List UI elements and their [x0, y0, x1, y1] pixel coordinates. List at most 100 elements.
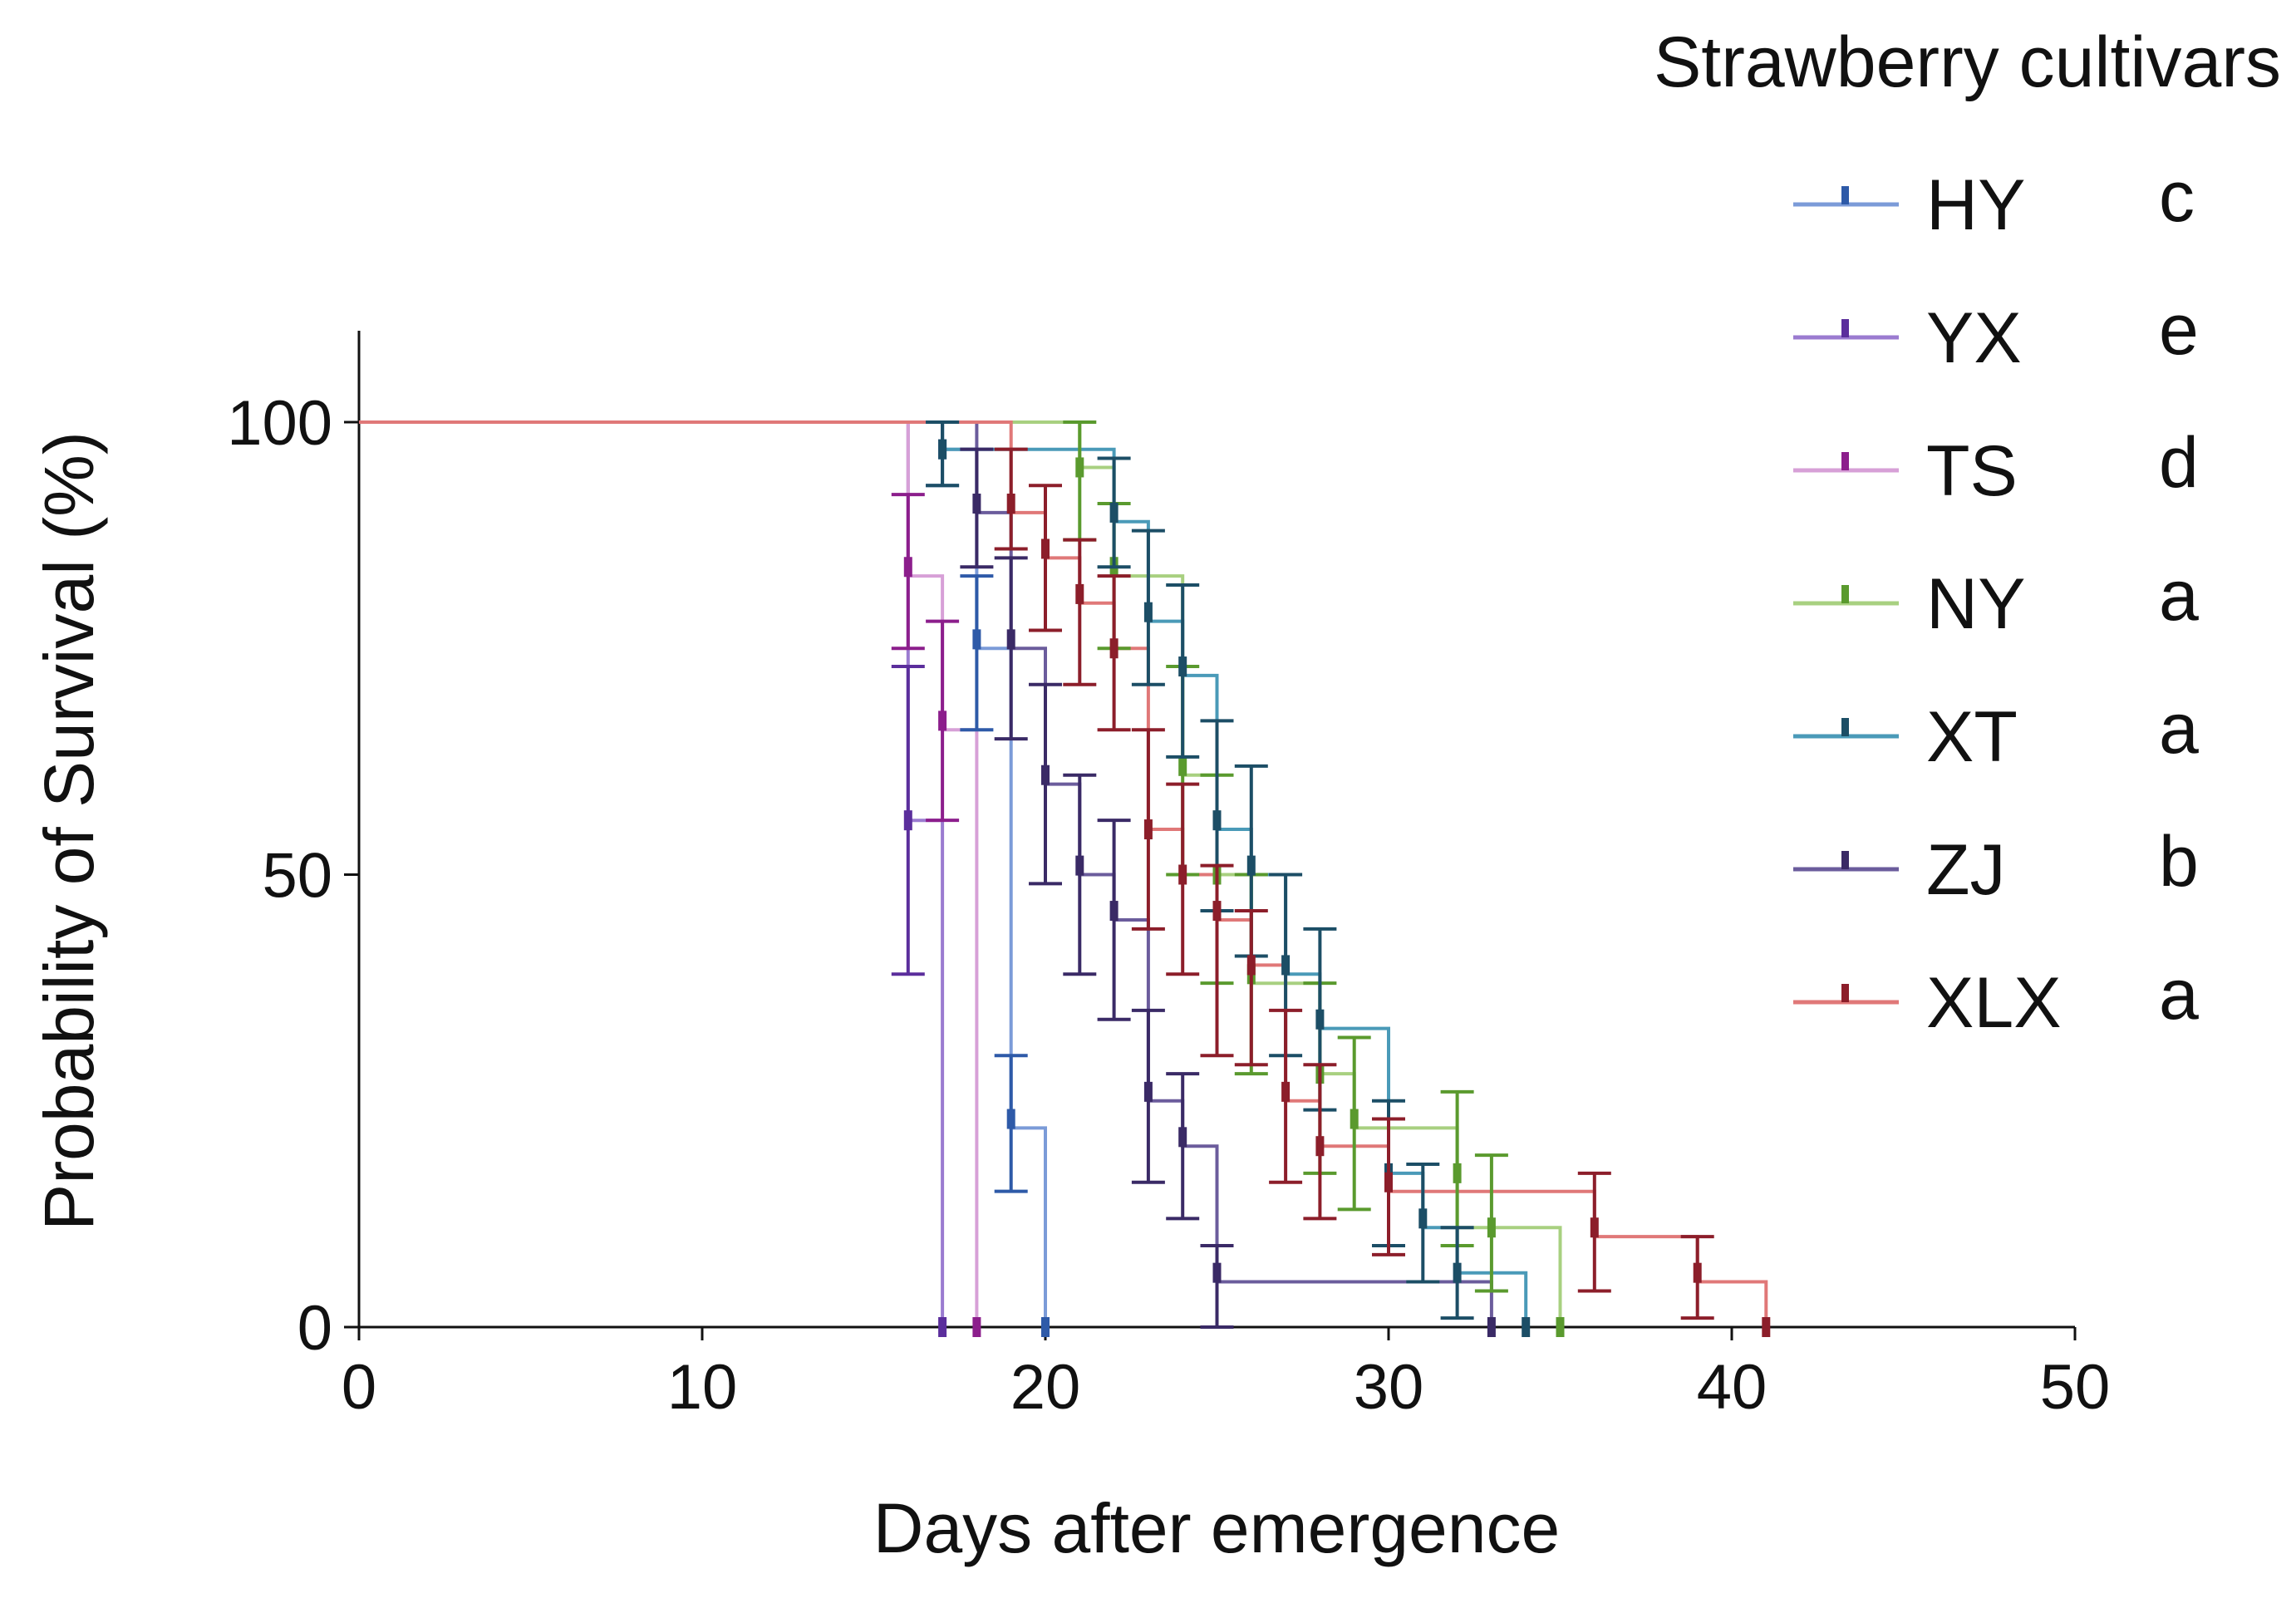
censor-mark	[1110, 901, 1119, 921]
legend-item-ny: NY a	[1793, 556, 2199, 644]
curve-ny	[359, 422, 1561, 1327]
censor-mark	[1247, 856, 1256, 876]
legend-censor-mark	[1841, 851, 1849, 869]
y-tick-label: 50	[262, 841, 332, 912]
censor-mark	[1007, 629, 1015, 649]
censor-mark	[1144, 602, 1153, 622]
legend-item-hy: HY c	[1793, 157, 2195, 245]
censor-mark	[1075, 584, 1084, 604]
censor-mark	[1384, 1173, 1393, 1192]
censor-mark	[1453, 1163, 1462, 1183]
errors-zj	[960, 450, 1496, 1337]
censor-mark	[1110, 638, 1119, 658]
x-tick-label: 20	[1010, 1352, 1081, 1423]
censor-mark	[1075, 457, 1084, 477]
censor-mark	[1178, 756, 1187, 776]
curve-xlx	[359, 422, 1766, 1327]
censor-mark	[1007, 1109, 1015, 1129]
legend-label: NY	[1926, 564, 2025, 644]
errors-ny	[1063, 422, 1564, 1337]
x-tick-label: 0	[342, 1352, 376, 1423]
censor-mark	[938, 710, 946, 730]
censor-mark	[938, 440, 946, 460]
legend-item-xt: XT a	[1793, 689, 2199, 777]
censor-mark	[1041, 538, 1050, 558]
censor-mark	[1281, 1082, 1290, 1102]
censor-mark	[972, 494, 981, 514]
legend-significance-letter: a	[2159, 955, 2199, 1035]
censor-mark	[1178, 656, 1187, 676]
curve-ts	[359, 422, 976, 1327]
legend-significance-letter: b	[2159, 822, 2199, 902]
legend-censor-mark	[1841, 585, 1849, 603]
x-tick-label: 10	[667, 1352, 738, 1423]
legend-item-ts: TS d	[1793, 423, 2199, 511]
censor-mark	[1590, 1217, 1599, 1237]
legend-label: XT	[1926, 697, 2018, 777]
survival-chart: 0 10 20 30 40 50050100 Days after emergence P…	[0, 0, 2296, 1598]
legend-title: Strawberry cultivars	[1654, 22, 2281, 102]
censor-mark	[1213, 901, 1222, 921]
censor-mark	[1453, 1263, 1462, 1283]
legend-item-zj: ZJ b	[1793, 822, 2199, 910]
censor-mark	[972, 1317, 981, 1337]
errors-yx	[892, 666, 946, 1337]
legend-label: TS	[1926, 431, 2018, 511]
legend-item-xlx: XLX a	[1793, 955, 2199, 1043]
censor-mark	[1110, 503, 1119, 523]
x-tick-label: 30	[1354, 1352, 1424, 1423]
legend-censor-mark	[1841, 319, 1849, 337]
legend-significance-letter: a	[2159, 556, 2199, 636]
legend-significance-letter: c	[2159, 157, 2195, 237]
legend-significance-letter: e	[2159, 290, 2199, 370]
x-tick-label: 40	[1697, 1352, 1767, 1423]
survival-curves	[359, 422, 1766, 1327]
censor-mark	[1213, 810, 1222, 830]
legend-label: YX	[1926, 298, 2022, 378]
curve-yx	[359, 422, 942, 1327]
censor-mark	[1762, 1317, 1770, 1337]
error-bars	[892, 422, 1771, 1337]
legend-significance-letter: a	[2159, 689, 2199, 769]
errors-ts	[892, 494, 981, 1337]
legend-items: HY c YX e TS d NY a XT a ZJ b XLX a	[1793, 157, 2199, 1043]
censor-mark	[904, 810, 912, 830]
legend-censor-mark	[1841, 718, 1849, 736]
censor-mark	[1522, 1317, 1530, 1337]
legend-label: HY	[1926, 165, 2025, 245]
errors-xlx	[995, 450, 1771, 1337]
censor-mark	[1247, 955, 1256, 975]
legend: Strawberry cultivars HY cYX eTS dNY aXT aZJ bX…	[1654, 22, 2281, 1043]
legend-censor-mark	[1841, 984, 1849, 1002]
censor-mark	[1144, 819, 1153, 839]
censor-mark	[1041, 1317, 1050, 1337]
legend-label: XLX	[1926, 963, 2062, 1043]
censor-mark	[1178, 865, 1187, 885]
legend-item-yx: YX e	[1793, 290, 2199, 378]
censor-mark	[1315, 1010, 1324, 1030]
censor-mark	[1144, 1082, 1153, 1102]
legend-censor-mark	[1841, 186, 1849, 204]
censor-mark	[1487, 1317, 1496, 1337]
legend-significance-letter: d	[2159, 423, 2199, 503]
censor-mark	[1178, 1127, 1187, 1147]
legend-label: ZJ	[1926, 830, 2006, 910]
censor-mark	[1694, 1263, 1702, 1283]
x-tick-label: 50	[2040, 1352, 2111, 1423]
censor-mark	[1556, 1317, 1565, 1337]
curve-zj	[359, 422, 1492, 1327]
censor-mark	[1213, 1263, 1222, 1283]
y-tick-label: 0	[297, 1293, 332, 1364]
censor-mark	[1075, 856, 1084, 876]
censor-mark	[1041, 765, 1050, 785]
y-axis-title: Probability of Survival (%)	[30, 431, 108, 1231]
censor-mark	[938, 1317, 946, 1337]
censor-mark	[1281, 955, 1290, 975]
censor-mark	[1315, 1136, 1324, 1156]
censor-mark	[1007, 494, 1015, 514]
censor-mark	[1350, 1109, 1359, 1129]
censor-mark	[904, 557, 912, 577]
censor-mark	[1487, 1217, 1496, 1237]
censor-mark	[972, 629, 981, 649]
censor-mark	[1418, 1208, 1427, 1228]
